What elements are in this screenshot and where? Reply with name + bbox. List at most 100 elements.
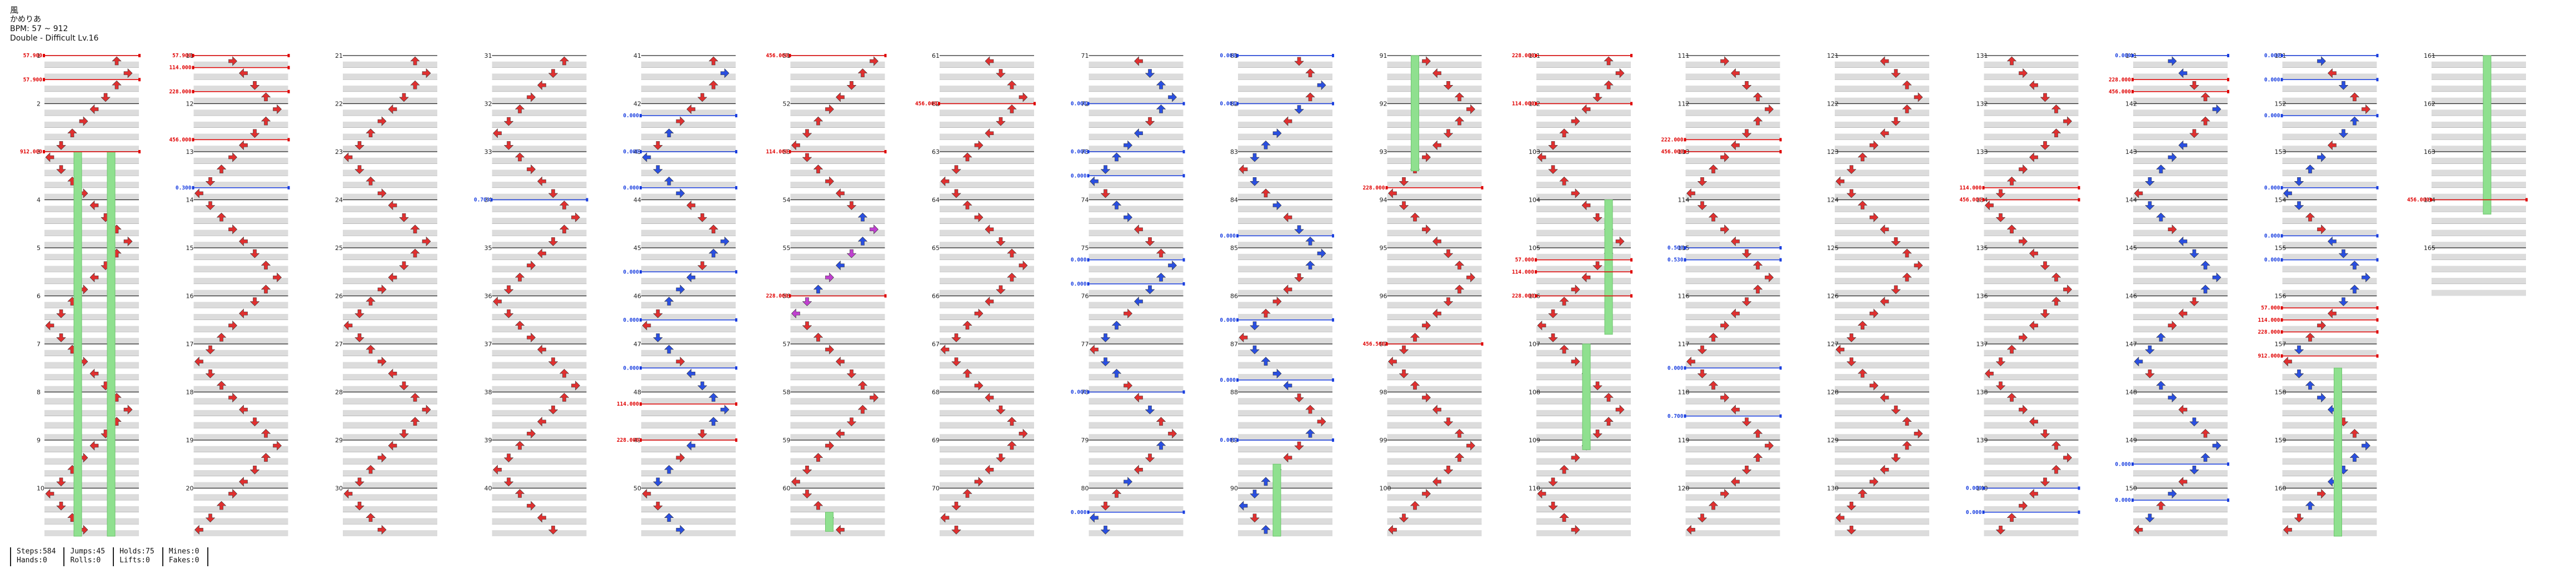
step-arrow [996, 285, 1006, 295]
stop-label: 0.700 [1668, 413, 1684, 420]
beat-band [2133, 518, 2228, 525]
step-arrow [1239, 332, 1248, 343]
beat-band [2133, 386, 2228, 392]
beat-band [641, 109, 736, 116]
step-arrow [825, 441, 834, 451]
beat-band [44, 182, 139, 188]
measure-number: 59 [783, 437, 791, 444]
beat-band [1685, 530, 1780, 536]
step-arrow [857, 236, 868, 246]
step-arrow [273, 441, 282, 451]
step-arrow [697, 93, 707, 102]
measure-number: 78 [1081, 389, 1089, 396]
beat-band [2282, 206, 2377, 212]
beat-band [44, 386, 139, 392]
step-arrow [1835, 345, 1845, 355]
step-arrow [1250, 177, 1260, 186]
step-arrow [216, 212, 227, 222]
step-arrow [2294, 201, 2304, 210]
beat-band [1984, 121, 2079, 128]
measure-number: 155 [2275, 244, 2287, 252]
step-arrow [1559, 176, 1569, 186]
step-arrow [951, 357, 961, 367]
beat-band [1238, 518, 1332, 525]
beat-band [641, 326, 736, 332]
beat-band [44, 410, 139, 416]
measure-number: 27 [335, 341, 343, 348]
beat-band [1238, 109, 1332, 116]
beat-band [1089, 374, 1184, 380]
beat-band [940, 217, 1034, 224]
measure-number: 60 [783, 485, 791, 492]
step-arrow [2305, 212, 2315, 222]
beat-band [641, 362, 736, 368]
beat-band [492, 193, 587, 200]
step-arrow [676, 452, 685, 463]
measure-number: 67 [932, 341, 940, 348]
step-arrow [1443, 129, 1454, 138]
beat-band [1835, 482, 1929, 488]
beat-band [2133, 434, 2228, 440]
beat-band [492, 470, 587, 476]
step-arrow [802, 321, 812, 331]
step-arrow [1592, 430, 1602, 438]
step-arrow [1708, 332, 1719, 342]
beat-band [1387, 182, 1482, 188]
bpm-change-label: 228.000 [2258, 329, 2280, 335]
step-arrow [1250, 153, 1260, 162]
beat-band [940, 458, 1034, 465]
step-arrow [664, 128, 674, 138]
beat-band [1835, 434, 1929, 440]
beat-band [1984, 290, 2079, 296]
measure-number: 89 [1230, 437, 1238, 444]
step-arrow [2328, 236, 2337, 247]
beat-band [343, 398, 437, 405]
beat-band [1835, 86, 1929, 92]
beat-band [2432, 121, 2526, 128]
bpm-change-label: 456.000 [169, 137, 191, 143]
bpm-change-label: 114.000 [2258, 317, 2280, 323]
step-arrow [1548, 165, 1558, 174]
step-arrow [1891, 285, 1901, 295]
measure-number: 100 [1380, 485, 1391, 492]
beat-band [2133, 338, 2228, 344]
beat-band [1089, 350, 1184, 356]
step-arrow [2029, 417, 2038, 427]
beat-band [1984, 338, 2079, 344]
step-arrow [1111, 321, 1122, 330]
beat-band [790, 482, 885, 488]
step-arrow [1697, 345, 1708, 355]
beat-band [1536, 266, 1631, 272]
step-arrow [1686, 356, 1695, 367]
beat-band [1387, 470, 1482, 476]
step-arrow [1410, 212, 1420, 222]
step-arrow [2145, 369, 2155, 378]
song-artist: かめりあ [10, 15, 41, 24]
step-arrow [2019, 68, 2028, 78]
step-arrow [2006, 224, 2017, 234]
beat-band [790, 338, 885, 344]
beat-band [641, 97, 736, 104]
beat-band [193, 169, 288, 176]
beat-band [790, 86, 885, 92]
beat-band [641, 217, 736, 224]
stats-col-jumps: Jumps:45 Rolls:0 [63, 547, 113, 566]
step-arrow [1697, 369, 1708, 378]
stop-label: 0.000 [1071, 281, 1087, 287]
beat-band [2432, 146, 2526, 152]
step-arrow [388, 272, 397, 282]
measure-number: 149 [2125, 437, 2137, 444]
step-arrow [503, 309, 514, 318]
beat-band [343, 217, 437, 224]
step-arrow [985, 296, 994, 307]
beat-band [2133, 182, 2228, 188]
beat-band [1835, 182, 1929, 188]
beat-band [2282, 253, 2377, 260]
step-arrow [1410, 381, 1420, 390]
beat-band [492, 146, 587, 152]
beat-band [1685, 290, 1780, 296]
beat-band [790, 290, 885, 296]
beat-band [1536, 157, 1631, 164]
